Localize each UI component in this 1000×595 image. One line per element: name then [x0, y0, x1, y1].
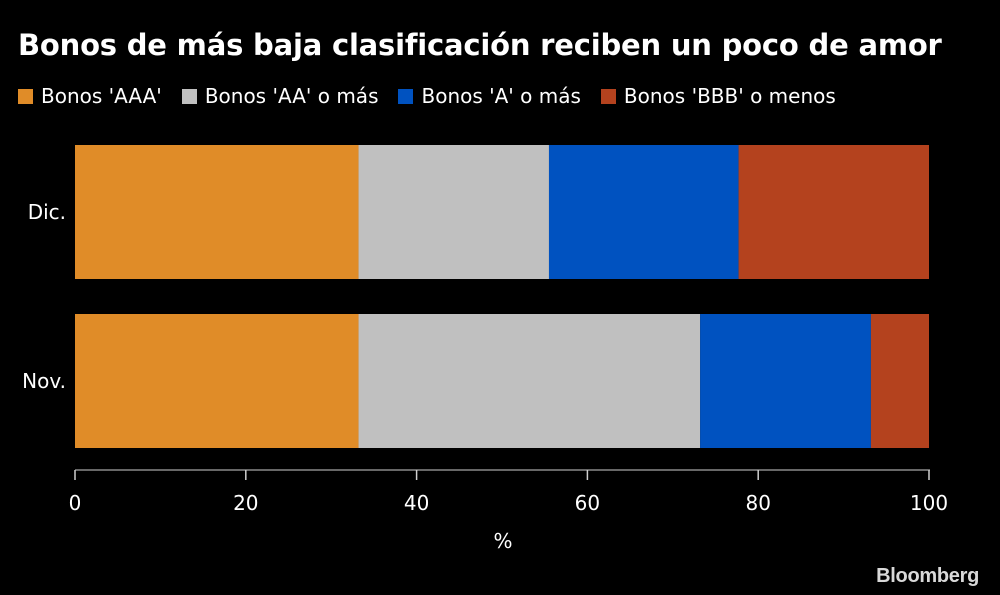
bar-segment	[75, 314, 359, 448]
legend-item-bbb: Bonos 'BBB' o menos	[600, 84, 836, 108]
legend-swatch	[600, 88, 616, 104]
legend-swatch	[181, 88, 197, 104]
category-label: Dic.	[28, 200, 66, 224]
chart-legend: Bonos 'AAA' Bonos 'AA' o más Bonos 'A' o…	[18, 84, 856, 108]
legend-label: Bonos 'AA' o más	[204, 84, 379, 108]
bar-segment	[358, 145, 549, 279]
bar-segment	[548, 145, 739, 279]
category-label: Nov.	[22, 369, 66, 393]
legend-swatch	[18, 88, 33, 104]
legend-label: Bonos 'BBB' o menos	[623, 84, 836, 108]
x-tick-label: 40	[404, 491, 429, 515]
legend-label: Bonos 'A' o más	[421, 84, 581, 108]
bar-segment	[700, 314, 871, 448]
bar-segment	[358, 314, 701, 448]
bar-segment	[870, 314, 929, 448]
chart-title: Bonos de más baja clasificación reciben …	[18, 28, 942, 62]
x-axis-title: %	[493, 529, 512, 553]
legend-item-aaa: Bonos 'AAA'	[18, 84, 162, 108]
bar-segment	[738, 145, 929, 279]
x-tick-label: 100	[910, 491, 948, 515]
legend-label: Bonos 'AAA'	[41, 84, 162, 108]
x-tick-label: 0	[69, 491, 82, 515]
x-tick-label: 20	[233, 491, 258, 515]
bar-segment	[75, 145, 359, 279]
x-tick-label: 80	[745, 491, 770, 515]
legend-item-a: Bonos 'A' o más	[398, 84, 581, 108]
stacked-bar-chart: Dic. Nov. 0 20 40 60 80 100%	[22, 145, 948, 553]
bloomberg-logo: Bloomberg	[876, 565, 979, 587]
x-tick-label: 60	[575, 491, 600, 515]
legend-item-aa: Bonos 'AA' o más	[181, 84, 379, 108]
legend-swatch	[398, 88, 414, 104]
